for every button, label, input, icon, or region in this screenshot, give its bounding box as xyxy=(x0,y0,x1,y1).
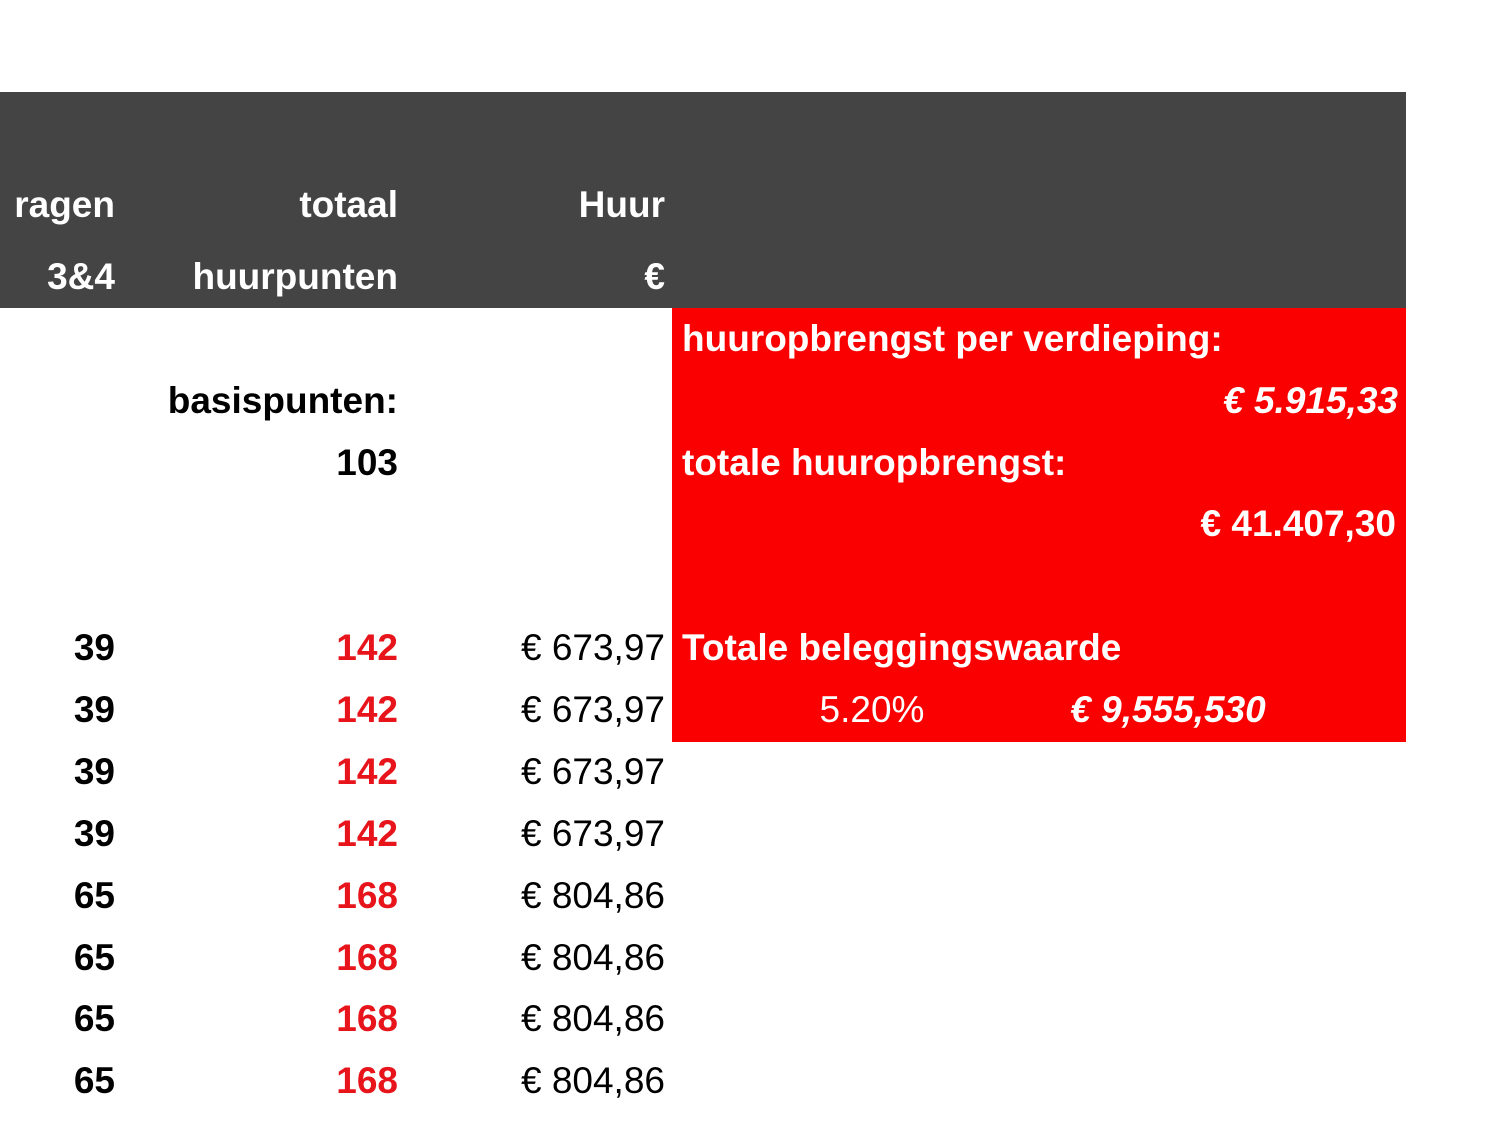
table-cell: € 804,86 xyxy=(520,998,665,1040)
table-cell: 39 xyxy=(73,627,115,668)
column-header: totaal xyxy=(299,184,398,225)
table-cell: € 673,97 xyxy=(520,750,665,792)
column-header: huurpunten xyxy=(192,256,398,297)
table-cell: 142 xyxy=(336,750,398,792)
table-cell: € 804,86 xyxy=(520,874,665,916)
column-header: € xyxy=(644,256,665,297)
table-cell: 39 xyxy=(73,812,115,854)
basis-label: basispunten: xyxy=(167,380,398,421)
table-cell: 142 xyxy=(336,627,398,668)
table-cell: 168 xyxy=(336,998,398,1040)
summary-value: € 41.407,30 xyxy=(1200,503,1396,544)
table-cell: € 804,86 xyxy=(520,936,665,978)
table-cell: 39 xyxy=(73,688,115,730)
table-cell: 168 xyxy=(336,1060,398,1102)
table-cell: 39 xyxy=(73,750,115,792)
summary-value: € 9,555,530 xyxy=(1070,689,1266,730)
column-header: ragen xyxy=(14,184,115,225)
column-header: 3&4 xyxy=(47,256,115,297)
summary-value: € 5.915,33 xyxy=(1223,380,1398,421)
table-cell: 65 xyxy=(73,936,115,978)
basis-value: 103 xyxy=(336,442,398,483)
table-cell: 142 xyxy=(336,688,398,730)
summary-label: Totale beleggingswaarde xyxy=(682,627,1122,668)
header-band xyxy=(0,92,1406,308)
column-header: Huur xyxy=(578,184,665,225)
summary-panel xyxy=(672,308,1406,742)
table-cell: 65 xyxy=(73,998,115,1040)
table-cell: € 673,97 xyxy=(520,688,665,730)
table-cell: 168 xyxy=(336,936,398,978)
table-cell: 65 xyxy=(73,874,115,916)
yield: 5.20% xyxy=(819,689,925,730)
table-cell: € 673,97 xyxy=(520,812,665,854)
table-cell: € 804,86 xyxy=(520,1060,665,1102)
summary-label: huuropbrengst per verdieping: xyxy=(682,318,1223,359)
table-cell: 168 xyxy=(336,874,398,916)
table-cell: € 673,97 xyxy=(520,627,665,668)
table-cell: 142 xyxy=(336,812,398,854)
summary-label: totale huuropbrengst: xyxy=(682,442,1067,483)
table-cell: 65 xyxy=(73,1060,115,1102)
